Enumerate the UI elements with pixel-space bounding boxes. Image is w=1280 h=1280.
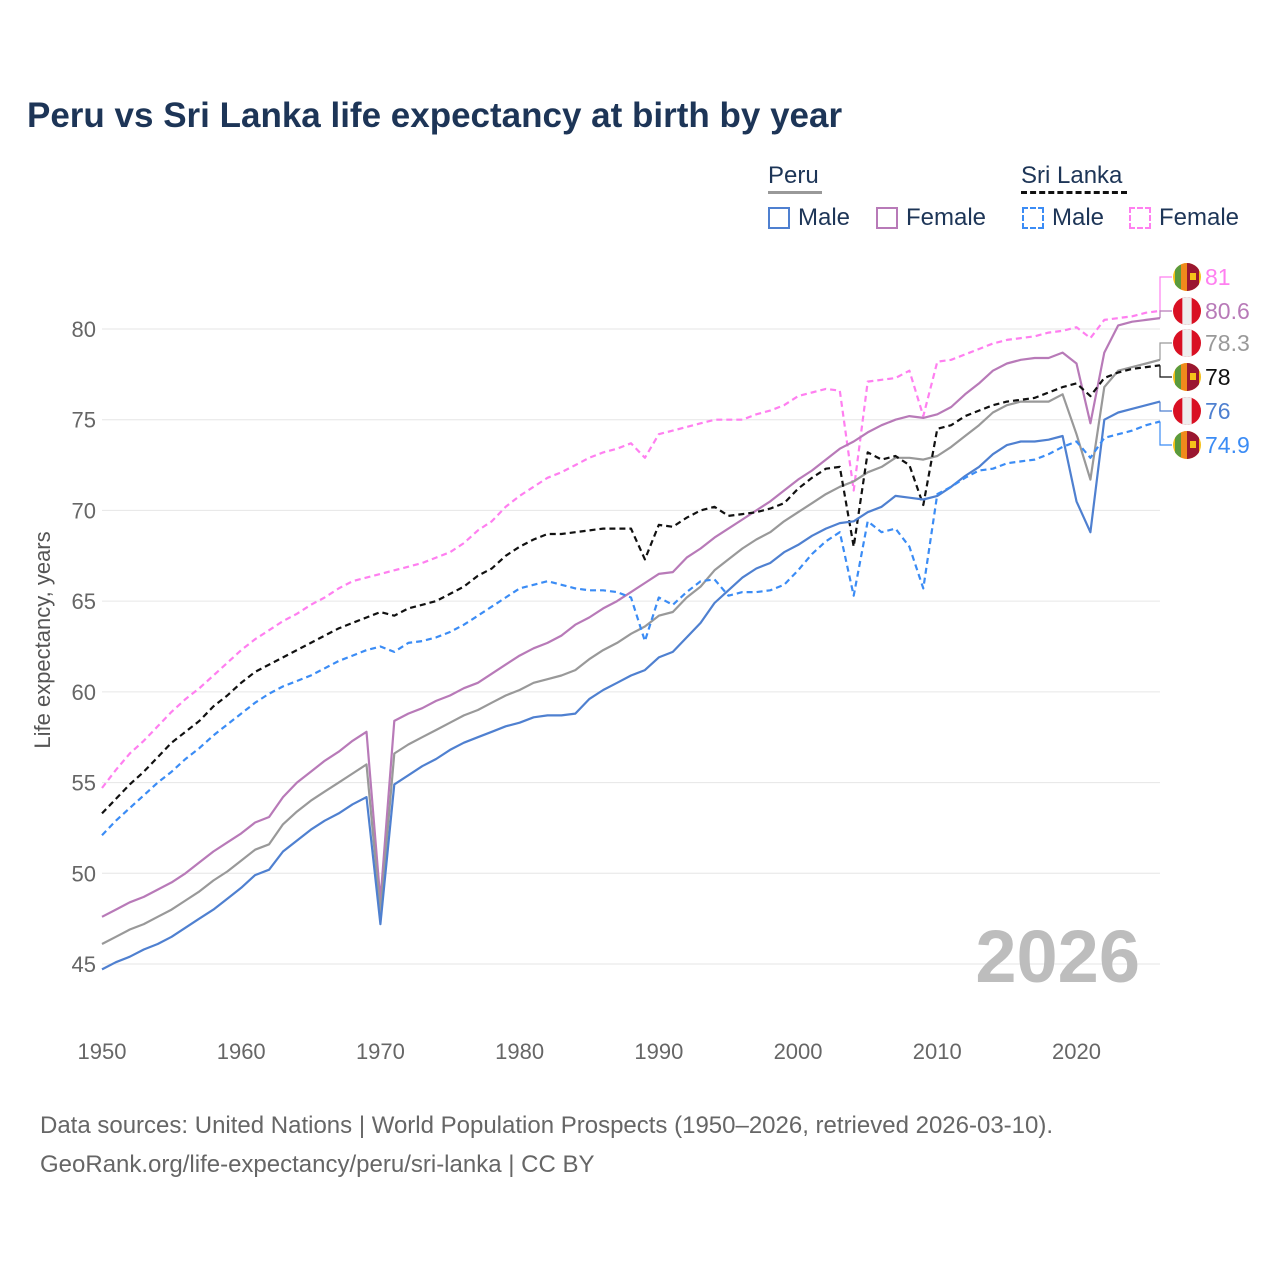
x-tick-label: 2000 <box>774 1039 823 1064</box>
source-line-1: Data sources: United Nations | World Pop… <box>40 1112 1054 1139</box>
end-value-label: 76 <box>1205 398 1231 424</box>
end-label-connector <box>1159 401 1172 412</box>
end-value-label: 80.6 <box>1205 298 1250 324</box>
legend-peru-female-swatch[interactable] <box>876 207 898 229</box>
source-line-2[interactable]: GeoRank.org/life-expectancy/peru/sri-lan… <box>40 1151 595 1178</box>
peru-flag-icon <box>1173 397 1201 425</box>
source-note: Data sources: United Nations | World Pop… <box>40 1106 1053 1184</box>
flag-body <box>1173 397 1201 425</box>
flag-green <box>1175 263 1181 291</box>
y-tick-label: 55 <box>72 771 96 796</box>
y-tick-label: 65 <box>72 589 96 614</box>
x-tick-label: 1980 <box>495 1039 544 1064</box>
series-line-peru <box>101 358 1161 945</box>
y-tick-label: 45 <box>72 952 96 977</box>
flag-white <box>1182 297 1192 325</box>
legend-sri-lanka-line <box>1021 191 1127 194</box>
flag-white <box>1182 329 1192 357</box>
end-value-label: 78.3 <box>1205 330 1250 356</box>
legend-peru-male-label[interactable]: Male <box>798 204 851 231</box>
flag-green <box>1175 431 1181 459</box>
legend-peru-female-label[interactable]: Female <box>906 204 987 231</box>
flag-body <box>1173 363 1201 391</box>
y-tick-label: 60 <box>72 680 96 705</box>
flag-body <box>1173 329 1201 357</box>
end-label-connector <box>1159 342 1172 360</box>
y-tick-label: 70 <box>72 498 96 523</box>
legend-sri-lanka-male-swatch[interactable] <box>1022 207 1044 229</box>
end-value-label: 81 <box>1205 264 1231 290</box>
end-label-connector <box>1159 421 1172 446</box>
x-tick-label: 2010 <box>913 1039 962 1064</box>
flag-white <box>1182 397 1192 425</box>
x-tick-label: 1990 <box>634 1039 683 1064</box>
flag-body <box>1173 263 1201 291</box>
y-axis-label: Life expectancy, years <box>30 531 55 748</box>
year-watermark: 2026 <box>975 915 1140 998</box>
x-tick-label: 1960 <box>217 1039 266 1064</box>
series-line-peru-male <box>101 400 1161 971</box>
x-tick-label: 1970 <box>356 1039 405 1064</box>
flag-lion <box>1190 441 1196 448</box>
peru-flag-icon <box>1173 329 1201 357</box>
series-line-sri-lanka <box>101 364 1161 815</box>
end-value-label: 78 <box>1205 364 1231 390</box>
legend-peru-label: Peru <box>768 162 819 189</box>
chart-title: Peru vs Sri Lanka life expectancy at bir… <box>27 96 843 135</box>
series-line-sri-lanka-male <box>101 420 1161 836</box>
flag-orange <box>1181 363 1187 391</box>
series-line-peru-female <box>101 317 1161 918</box>
y-tick-label: 80 <box>72 317 96 342</box>
legend-sri-lanka-female-label[interactable]: Female <box>1159 204 1240 231</box>
flag-green <box>1175 363 1181 391</box>
sri-lanka-flag-icon <box>1173 263 1201 291</box>
end-value-label: 74.9 <box>1205 432 1250 458</box>
sri-lanka-flag-icon <box>1173 363 1201 391</box>
x-tick-label: 1950 <box>78 1039 127 1064</box>
x-tick-label: 2020 <box>1052 1039 1101 1064</box>
flag-lion <box>1190 273 1196 280</box>
end-label-connector <box>1159 276 1172 311</box>
end-label-connector <box>1159 310 1172 319</box>
series-line-sri-lanka-female <box>101 309 1161 789</box>
flag-body <box>1173 431 1201 459</box>
sri-lanka-flag-icon <box>1173 431 1201 459</box>
y-tick-label: 75 <box>72 408 96 433</box>
end-label-connector <box>1159 365 1172 378</box>
legend-sri-lanka-female-swatch[interactable] <box>1129 207 1151 229</box>
peru-flag-icon <box>1173 297 1201 325</box>
flag-lion <box>1190 373 1196 380</box>
legend-peru-male-swatch[interactable] <box>768 207 790 229</box>
legend-sri-lanka-label: Sri Lanka <box>1021 162 1123 189</box>
y-tick-label: 50 <box>72 861 96 886</box>
legend-peru-line <box>768 191 822 194</box>
flag-body <box>1173 297 1201 325</box>
flag-orange <box>1181 431 1187 459</box>
flag-orange <box>1181 263 1187 291</box>
legend-sri-lanka-male-label[interactable]: Male <box>1052 204 1105 231</box>
